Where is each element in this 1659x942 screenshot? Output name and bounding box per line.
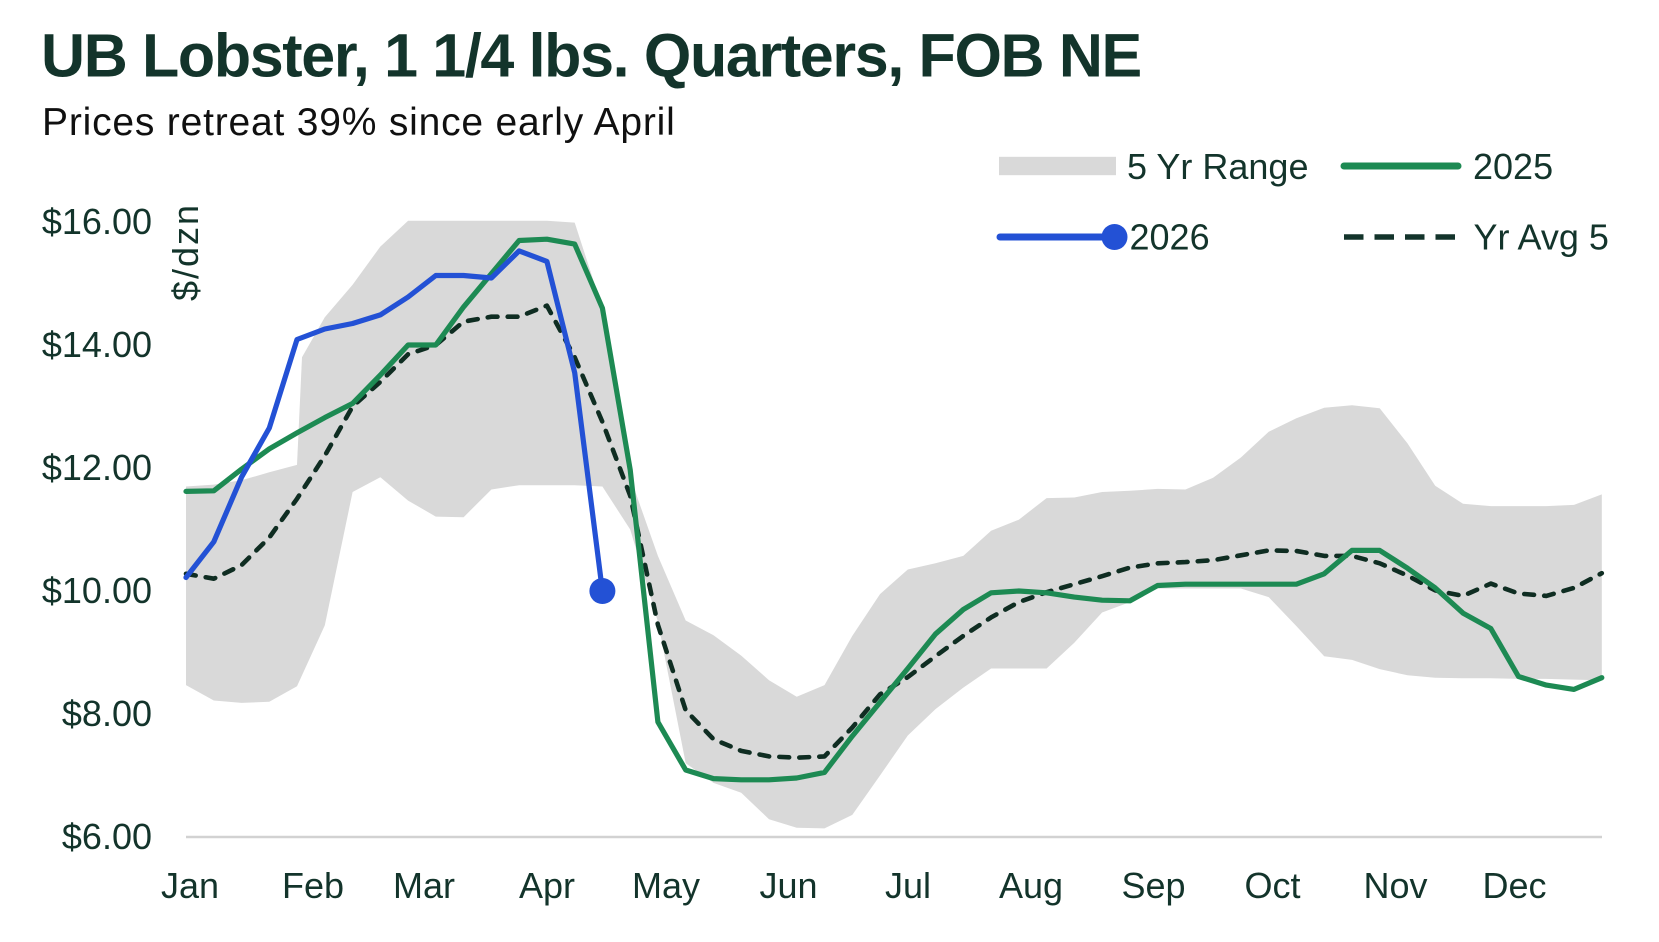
svg-text:Feb: Feb [282, 865, 344, 906]
svg-text:2026: 2026 [1130, 217, 1210, 258]
svg-text:Oct: Oct [1244, 865, 1300, 906]
svg-text:$8.00: $8.00 [62, 693, 152, 734]
svg-text:Jul: Jul [885, 865, 931, 906]
svg-text:$10.00: $10.00 [42, 570, 152, 611]
svg-text:5 Yr Range: 5 Yr Range [1127, 146, 1308, 187]
svg-text:UB Lobster, 1 1/4 lbs. Quarter: UB Lobster, 1 1/4 lbs. Quarters, FOB NE [41, 22, 1141, 90]
svg-text:Prices retreat 39% since early: Prices retreat 39% since early April [42, 101, 676, 144]
svg-text:Sep: Sep [1121, 865, 1185, 906]
svg-text:Apr: Apr [519, 865, 575, 906]
svg-text:$16.00: $16.00 [42, 201, 152, 242]
svg-text:Dec: Dec [1482, 865, 1546, 906]
svg-text:May: May [632, 865, 700, 906]
svg-text:Yr Avg 5: Yr Avg 5 [1474, 217, 1609, 258]
svg-text:$12.00: $12.00 [42, 447, 152, 488]
svg-text:Jan: Jan [161, 865, 219, 906]
svg-text:$14.00: $14.00 [42, 324, 152, 365]
svg-text:Aug: Aug [999, 865, 1063, 906]
svg-text:Nov: Nov [1363, 865, 1427, 906]
svg-text:Jun: Jun [759, 865, 817, 906]
svg-text:Mar: Mar [393, 865, 455, 906]
svg-text:$/dzn: $/dzn [165, 203, 206, 301]
svg-text:$6.00: $6.00 [62, 816, 152, 857]
svg-text:2025: 2025 [1473, 146, 1553, 187]
